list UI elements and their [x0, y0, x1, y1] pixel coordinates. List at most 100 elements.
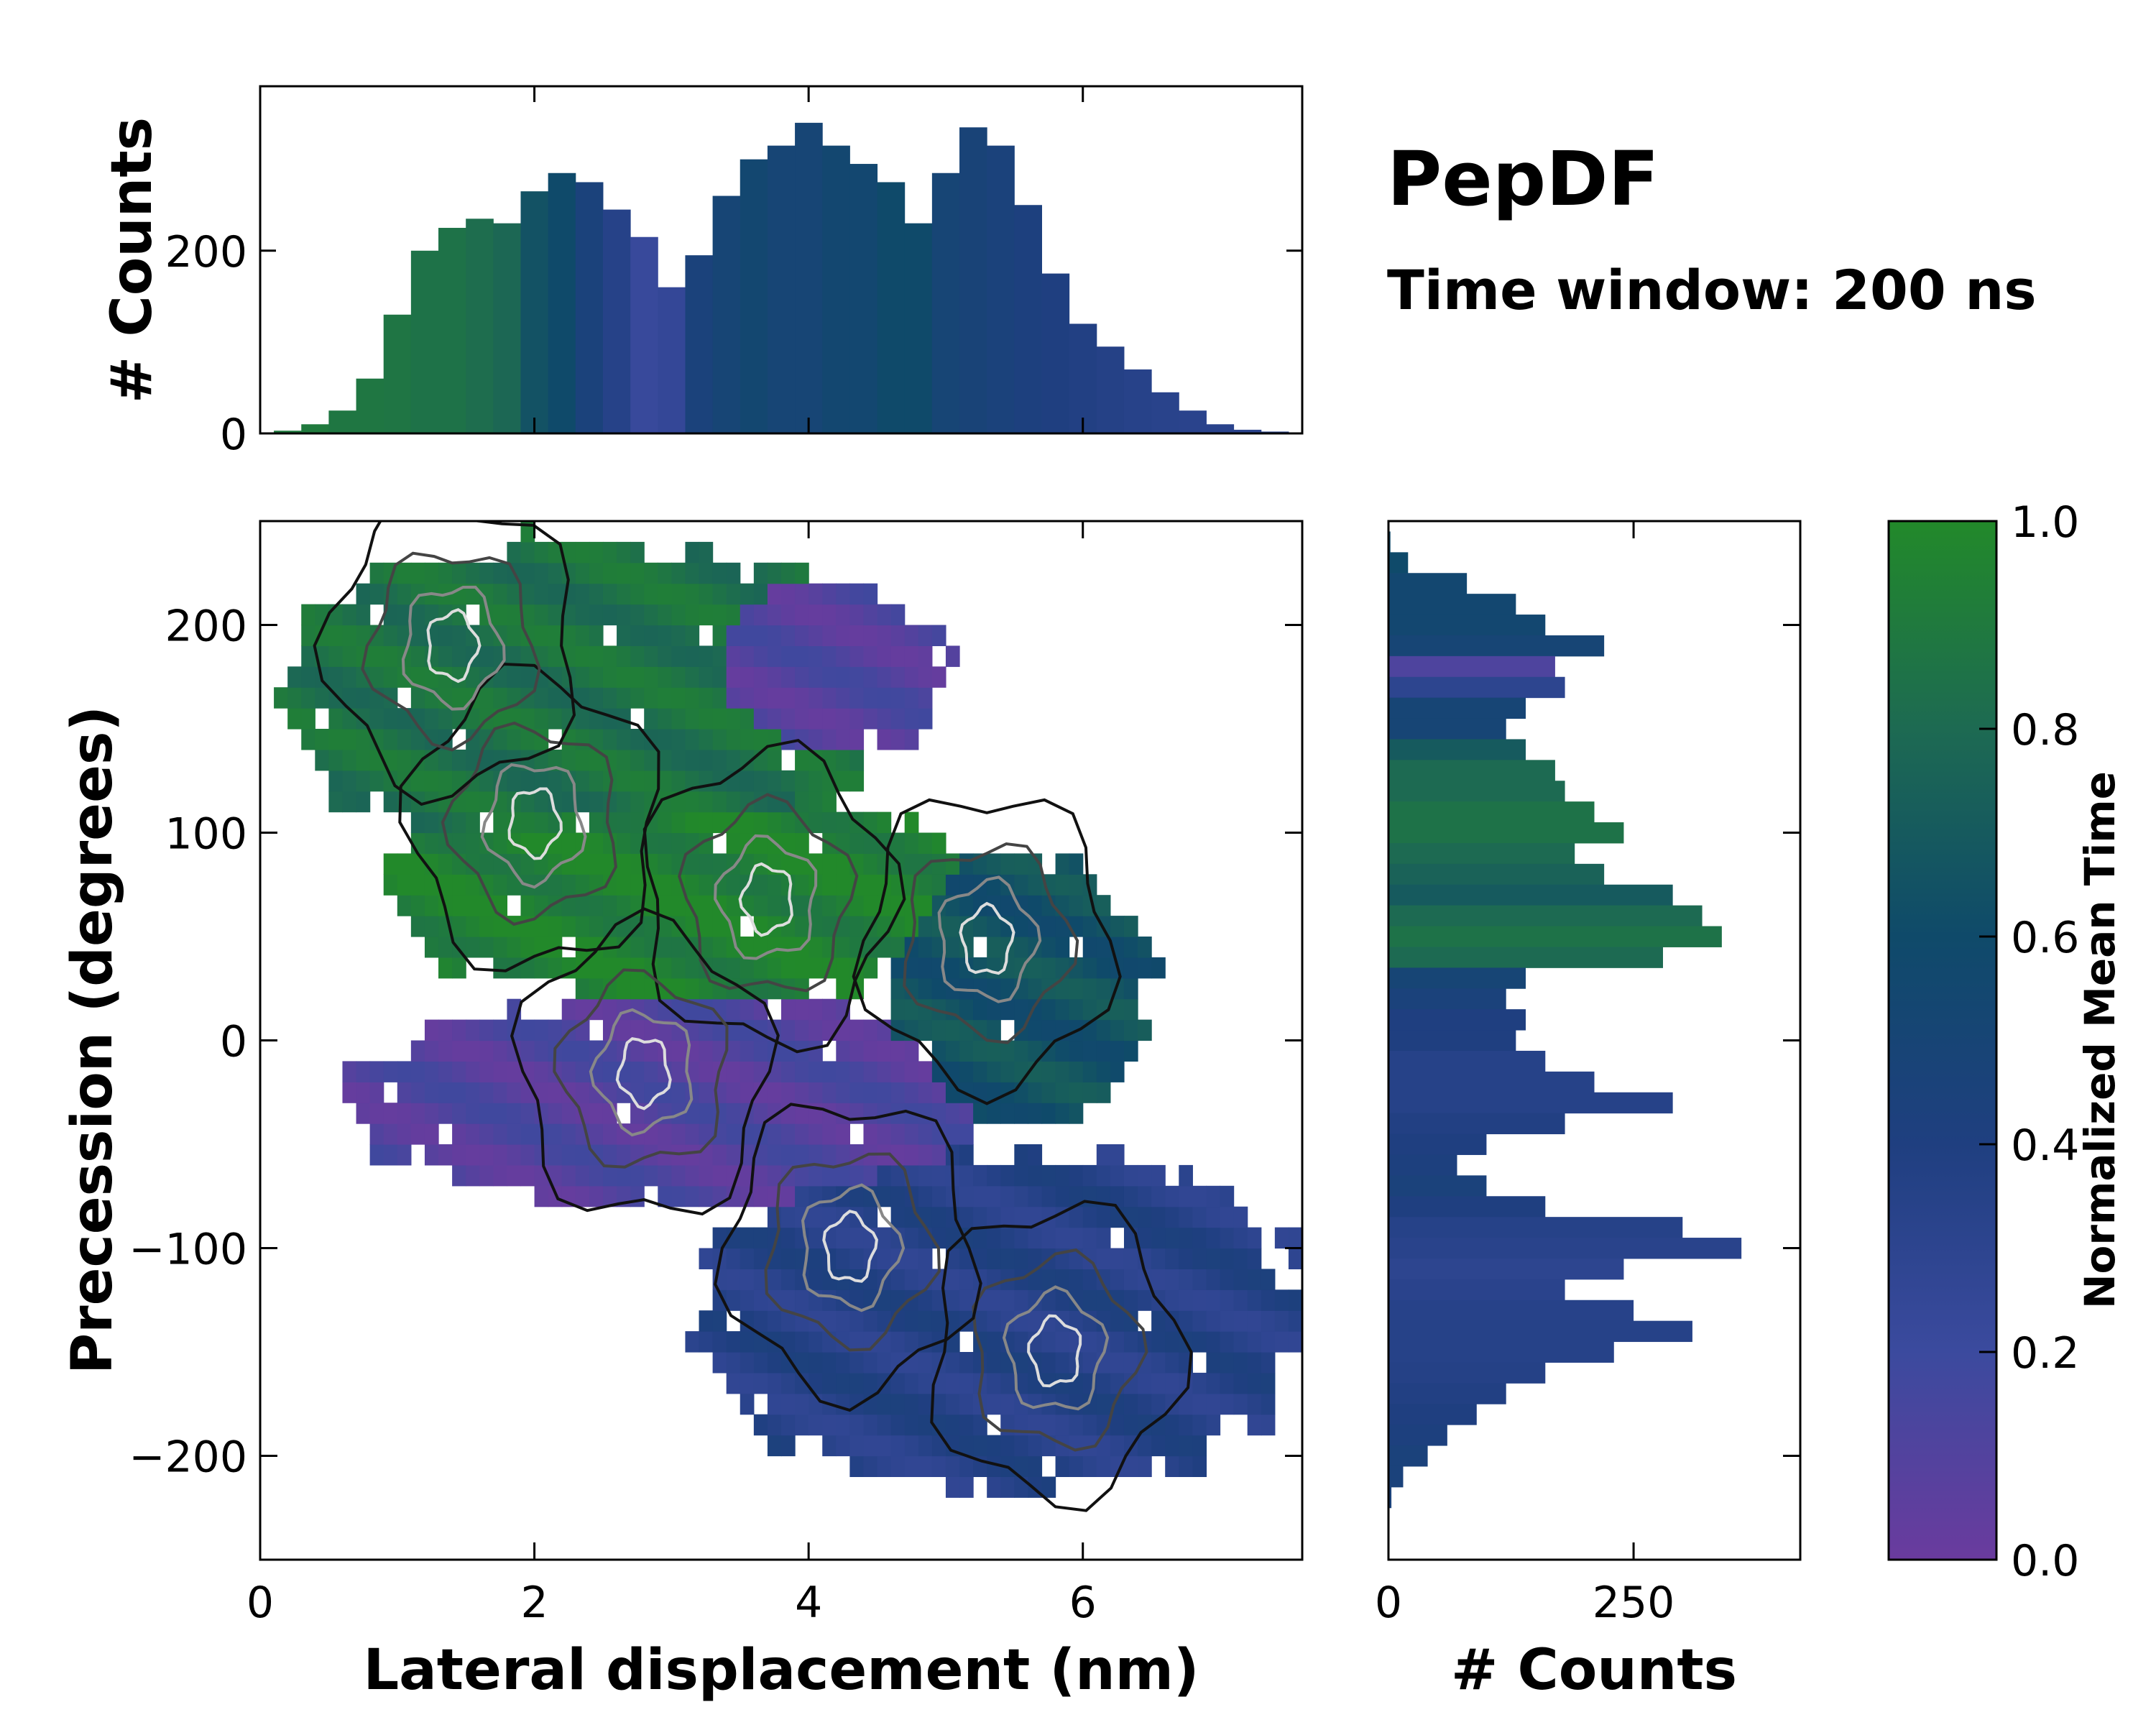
heatmap-cell [1247, 1310, 1262, 1332]
heatmap-cell [890, 1185, 906, 1208]
heatmap-cell [561, 625, 576, 646]
heatmap-cell [890, 1414, 906, 1436]
heatmap-cell [959, 1123, 974, 1145]
heatmap-cell [1123, 1414, 1138, 1436]
heatmap-cell [1082, 1393, 1097, 1415]
heatmap-cell [1151, 1206, 1166, 1228]
heatmap-cell [602, 874, 617, 896]
heatmap-cell [342, 604, 357, 626]
heatmap-cell [863, 1164, 878, 1187]
right-histogram-bar [1388, 718, 1506, 740]
heatmap-cell [959, 1269, 974, 1290]
heatmap-cell [685, 791, 700, 813]
heatmap-cell [1082, 1352, 1097, 1374]
heatmap-cell [438, 645, 453, 667]
heatmap-cell [1302, 1310, 1317, 1332]
heatmap-cell [1041, 1414, 1056, 1436]
heatmap-cell [767, 937, 782, 958]
heatmap-cell [1000, 1164, 1015, 1187]
heatmap-cell [1220, 1352, 1235, 1374]
heatmap-cell [918, 1227, 933, 1249]
heatmap-cell [1138, 957, 1152, 979]
right-histogram-bar [1388, 1154, 1457, 1176]
heatmap-cell [699, 1082, 714, 1103]
heatmap-cell [781, 811, 796, 834]
heatmap-cell [356, 749, 371, 771]
heatmap-cell [849, 729, 865, 750]
heatmap-cell [493, 811, 508, 834]
heatmap-cell [973, 1227, 987, 1249]
right-histogram-bar [1388, 1258, 1624, 1280]
heatmap-cell [822, 583, 837, 605]
heatmap-cell [918, 937, 933, 958]
top-histogram-ytick-label: 200 [165, 227, 247, 277]
heatmap-cell [973, 1352, 987, 1374]
heatmap-cell [520, 1040, 535, 1062]
heatmap-cell [781, 1352, 796, 1374]
heatmap-cell [1206, 1269, 1221, 1290]
heatmap-cell [1247, 1248, 1262, 1269]
heatmap-cell [918, 1455, 933, 1477]
heatmap-cell [753, 645, 768, 667]
heatmap-cell [1082, 1227, 1097, 1249]
heatmap-cell [658, 937, 672, 958]
heatmap-cell [1192, 1372, 1207, 1394]
top-histogram-bar [630, 236, 658, 433]
density-contour [589, 1008, 694, 1137]
heatmap-cell [890, 1435, 906, 1457]
heatmap-cell [1041, 1352, 1056, 1374]
heatmap-cell [795, 708, 809, 730]
heatmap-cell [452, 562, 466, 584]
heatmap-cell [561, 749, 576, 771]
heatmap-cell [740, 1082, 755, 1103]
heatmap-cell [479, 583, 494, 605]
heatmap-cell [836, 729, 850, 750]
heatmap-cell [767, 708, 782, 730]
heatmap-cell [520, 729, 535, 750]
right-histogram-bar [1388, 884, 1673, 906]
heatmap-cell [712, 937, 727, 958]
heatmap-cell [699, 1040, 714, 1062]
heatmap-cell [1302, 1331, 1317, 1353]
heatmap-cell [383, 708, 398, 730]
heatmap-cell [644, 562, 658, 584]
right-histogram-bar [1388, 1092, 1673, 1114]
top-histogram-bar [575, 182, 604, 434]
heatmap-cell [767, 874, 782, 896]
main-ytick-label: 100 [165, 809, 247, 860]
heatmap-cell [1165, 1289, 1179, 1311]
heatmap-cell [781, 1019, 796, 1041]
heatmap-cell [959, 916, 974, 937]
heatmap-cell [466, 1082, 480, 1103]
heatmap-cell [1233, 1269, 1248, 1290]
heatmap-cell [987, 1289, 1001, 1311]
heatmap-cell [520, 562, 535, 584]
heatmap-cell [1110, 1289, 1125, 1311]
heatmap-cell [369, 1082, 384, 1103]
heatmap-cell [699, 541, 714, 564]
heatmap-cell [795, 1185, 809, 1208]
heatmap-cell [561, 791, 576, 813]
heatmap-cell [753, 770, 768, 792]
heatmap-cell [534, 957, 549, 979]
heatmap-cell [918, 666, 933, 688]
heatmap-cell [493, 666, 508, 688]
heatmap-cell [863, 708, 878, 730]
density-contour [553, 968, 729, 1169]
heatmap-cell [493, 916, 508, 937]
heatmap-cell [315, 729, 329, 750]
heatmap-cell [1055, 978, 1070, 1000]
heatmap-cell [781, 1372, 796, 1394]
heatmap-cell [630, 729, 645, 750]
heatmap-cell [548, 708, 563, 730]
heatmap-cell [918, 832, 933, 854]
heatmap-cell [877, 1393, 892, 1415]
heatmap-cell [644, 666, 658, 688]
heatmap-cell [1096, 957, 1111, 979]
main-xlabel: Lateral displacement (nm) [363, 1638, 1199, 1703]
heatmap-cell [1028, 874, 1043, 896]
heatmap-cell [1082, 978, 1097, 1000]
heatmap-cell [507, 729, 522, 750]
heatmap-cell [424, 770, 439, 792]
